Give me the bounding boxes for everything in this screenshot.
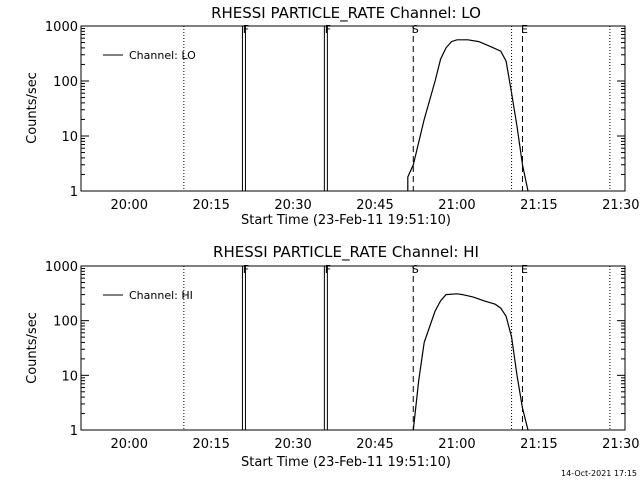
y-tick-label: 1 [70, 185, 78, 200]
x-tick-label: 21:30 [602, 198, 639, 213]
series-line [412, 293, 529, 431]
y-axis-title: Counts/sec [25, 72, 40, 144]
marker-label: F [243, 263, 249, 276]
x-tick-label: 21:00 [438, 437, 475, 452]
y-tick-label: 10 [61, 130, 78, 145]
y-tick-label: 100 [53, 75, 78, 90]
y-tick-label: 1 [70, 424, 78, 439]
x-tick-label: 20:45 [356, 198, 393, 213]
x-tick-label: 21:30 [602, 437, 639, 452]
marker-label: E [521, 263, 528, 276]
marker-label: F [325, 23, 331, 36]
plot-area: F F S E 1 10 100 1000 20:00 20:15 20:30 20:45 21:00 2… [45, 20, 640, 213]
x-tick-label: 20:00 [111, 198, 148, 213]
x-tick-label: 20:45 [356, 437, 393, 452]
chart-title: RHESSI PARTICLE_RATE Channel: HI [213, 243, 479, 262]
plot-area: F F S E 1 10 100 1000 20:00 20:15 20:30 20:45 21:00 2… [45, 260, 640, 452]
marker-label: E [521, 23, 528, 36]
plot-frame [80, 265, 626, 431]
x-axis-title: Start Time (23-Feb-11 19:51:10) [241, 455, 451, 470]
x-axis-title: Start Time (23-Feb-11 19:51:10) [241, 213, 451, 228]
x-tick-label: 21:15 [520, 198, 557, 213]
y-tick-label: 1000 [45, 20, 78, 35]
plot-frame [80, 25, 626, 192]
panel-hi: RHESSI PARTICLE_RATE Channel: HI Counts/… [25, 243, 640, 470]
timestamp-label: 14-Oct-2021 17:15 [561, 469, 637, 478]
x-tick-label: 21:00 [438, 198, 475, 213]
panel-lo: RHESSI PARTICLE_RATE Channel: LO Counts/… [25, 4, 640, 228]
marker-label: F [243, 23, 249, 36]
series-line [407, 39, 529, 192]
marker-label: S [412, 263, 419, 276]
legend-label: Channel: LO [129, 49, 196, 62]
x-tick-label: 20:30 [274, 198, 311, 213]
y-tick-label: 10 [61, 369, 78, 384]
marker-label: F [325, 263, 331, 276]
y-tick-label: 100 [53, 315, 78, 330]
y-tick-label: 1000 [45, 260, 78, 275]
x-tick-label: 20:00 [111, 437, 148, 452]
x-tick-label: 20:15 [192, 437, 229, 452]
x-tick-label: 20:30 [274, 437, 311, 452]
x-tick-label: 20:15 [192, 198, 229, 213]
x-tick-label: 21:15 [520, 437, 557, 452]
chart-title: RHESSI PARTICLE_RATE Channel: LO [211, 4, 481, 23]
marker-label: S [412, 23, 419, 36]
legend-label: Channel: HI [129, 289, 193, 302]
y-axis-title: Counts/sec [25, 312, 40, 384]
